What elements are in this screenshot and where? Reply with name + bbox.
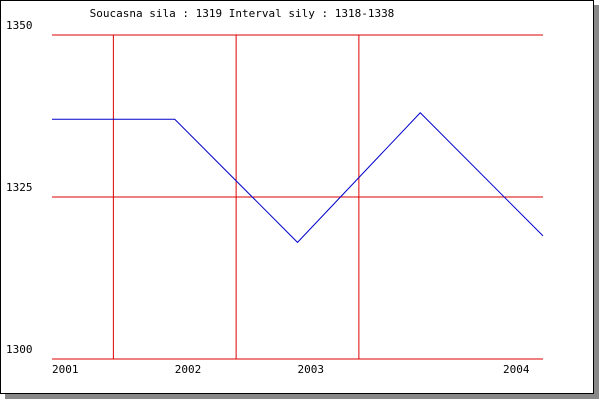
y-tick-label: 1325 <box>6 181 33 194</box>
x-tick-label: 2002 <box>175 363 202 376</box>
x-tick-label: 2001 <box>52 363 79 376</box>
x-tick-label: 2004 <box>503 363 530 376</box>
data-line <box>52 112 544 244</box>
x-tick-label: 2003 <box>298 363 325 376</box>
chart-title: Soucasna sila : 1319 Interval sily : 131… <box>90 7 395 20</box>
y-tick-label: 1300 <box>6 343 33 356</box>
y-tick-label: 1350 <box>6 19 33 32</box>
